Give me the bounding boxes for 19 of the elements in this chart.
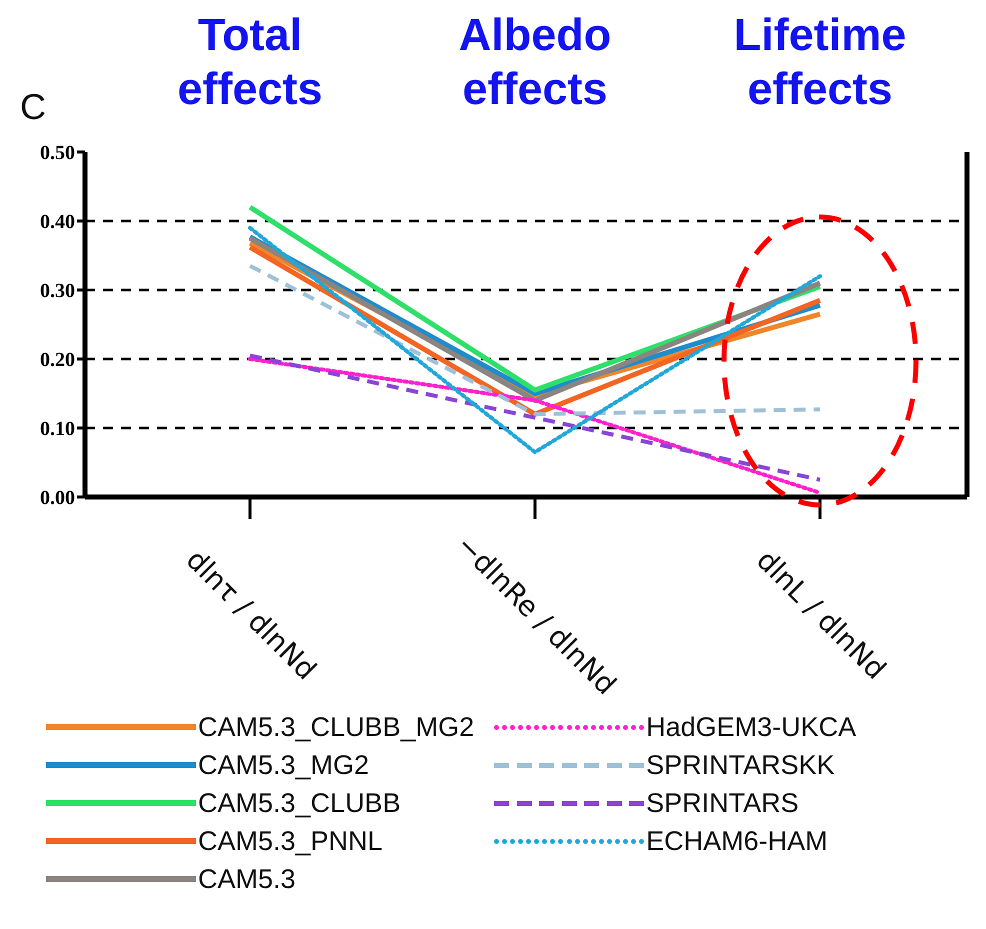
chart-title: C	[20, 86, 46, 128]
legend-label: CAM5.3_PNNL	[198, 826, 383, 856]
legend-label: SPRINTARS	[646, 788, 799, 818]
text: Albedo effects	[458, 8, 612, 116]
legend-label: CAM5.3_MG2	[198, 750, 370, 780]
y-tick-label: 0.50	[40, 142, 75, 164]
legend-label: ECHAM6-HAM	[646, 826, 828, 856]
legend-label: SPRINTARSKK	[646, 750, 835, 780]
text: Total effects	[176, 8, 324, 116]
y-tick-label: 0.20	[40, 349, 75, 372]
legend-label: HadGEM3-UKCA	[646, 712, 856, 742]
y-tick-label: 0.10	[40, 418, 75, 440]
legend-label: CAM5.3	[198, 864, 296, 894]
text: Lifetime effects	[732, 8, 908, 116]
y-tick-label: 0.00	[40, 487, 75, 510]
legend-label: CAM5.3_CLUBB	[198, 788, 401, 818]
y-tick-label: 0.40	[40, 211, 75, 234]
y-tick-label: 0.30	[40, 280, 75, 302]
legend-label: CAM5.3_CLUBB_MG2	[198, 712, 474, 742]
